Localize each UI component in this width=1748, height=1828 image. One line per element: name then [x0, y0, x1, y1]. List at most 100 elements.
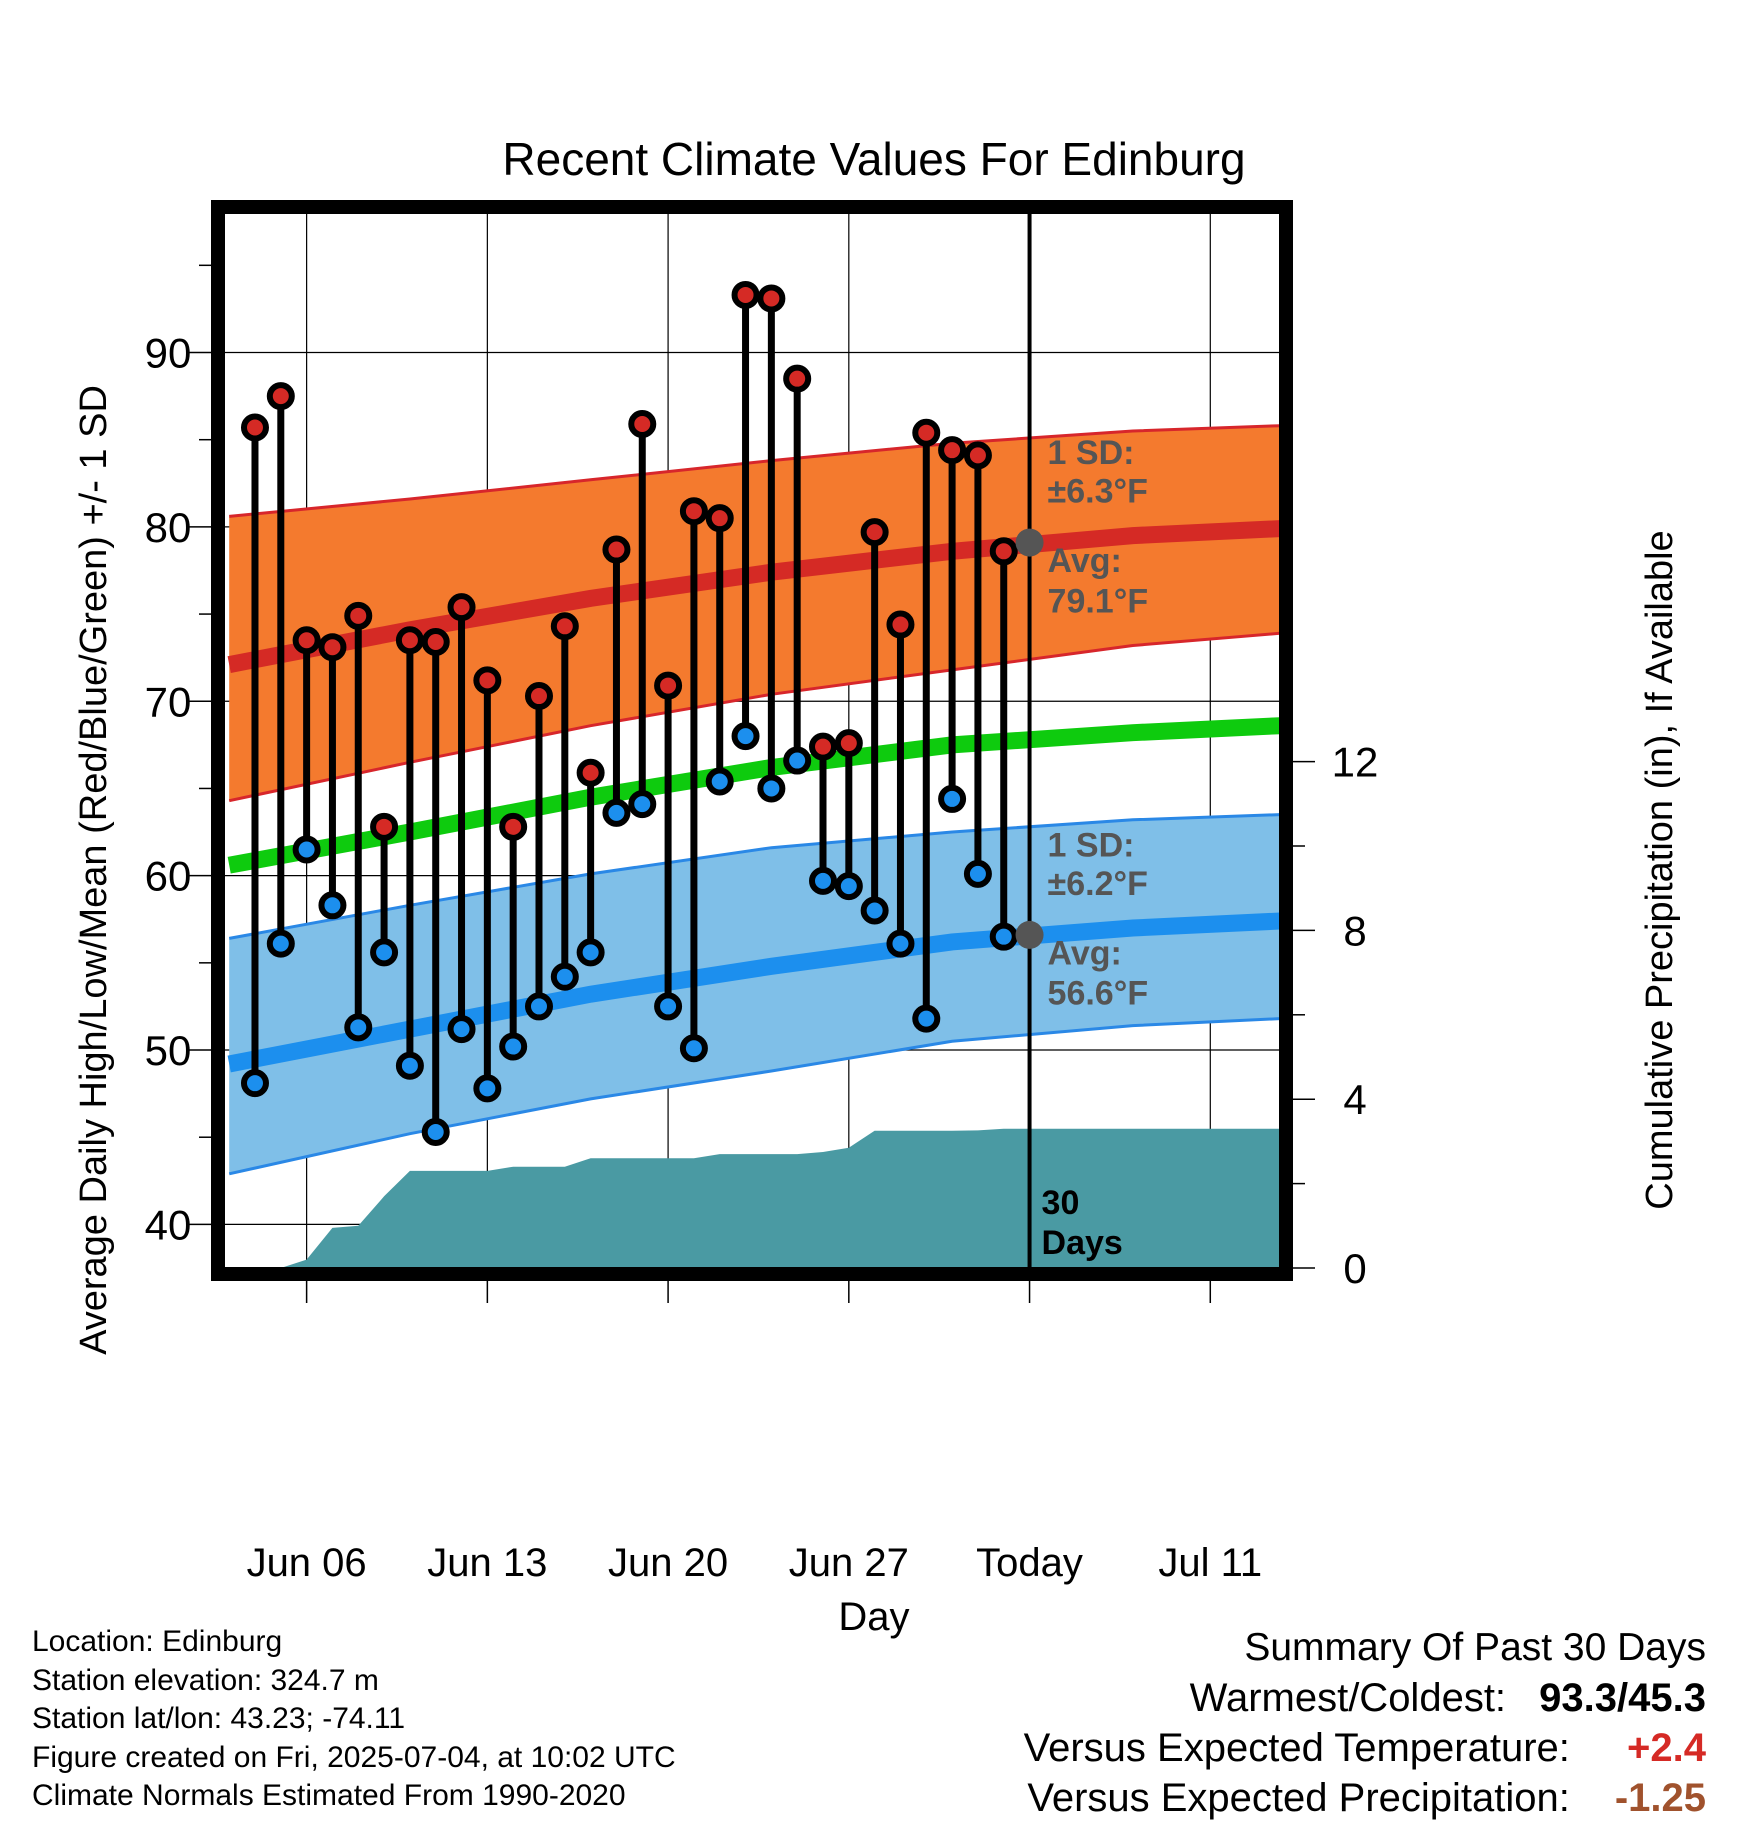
low-avg-label: Avg:: [1048, 935, 1122, 973]
observed-low-point: [705, 767, 734, 796]
observed-high-point: [370, 812, 399, 841]
observed-low-point: [447, 1015, 476, 1044]
warmest-label: Warmest/Coldest:: [1189, 1676, 1507, 1720]
x-axis-title: Day: [838, 1595, 909, 1639]
x-tick-label: Today: [976, 1541, 1083, 1585]
observed-low-point: [473, 1074, 502, 1103]
low-avg-value: 56.6°F: [1048, 975, 1149, 1013]
observed-low-point: [809, 866, 838, 895]
high-sd-value: ±6.3°F: [1048, 472, 1148, 510]
precip-area: [280, 1128, 1280, 1268]
observed-low-point: [834, 872, 863, 901]
observed-high-point: [395, 626, 424, 655]
observed-high-point: [834, 729, 863, 758]
y2-tick-label: 12: [1332, 739, 1379, 786]
observed-low-point: [344, 1013, 373, 1042]
observed-high-point: [654, 671, 683, 700]
summary-temp-row: Versus Expected Temperature: +2.4: [1024, 1723, 1706, 1773]
elevation-text: Station elevation: 324.7 m: [32, 1663, 379, 1697]
created-text: Figure created on Fri, 2025-07-04, at 10…: [32, 1740, 676, 1774]
y2-axis-title: Cumulative Precipitation (in), If Availa…: [1639, 530, 1681, 1209]
location-text: Location: Edinburg: [32, 1625, 283, 1658]
observed-low-point: [654, 992, 683, 1021]
observed-low-point: [370, 938, 399, 967]
observed-low-point: [989, 922, 1018, 951]
normals-text: Climate Normals Estimated From 1990-2020: [32, 1779, 626, 1812]
observed-low-point: [292, 835, 321, 864]
observed-low-point: [421, 1117, 450, 1146]
observed-low-point: [938, 784, 967, 813]
observed-high-point: [963, 441, 992, 470]
observed-high-point: [938, 436, 967, 465]
observed-high-point: [266, 382, 295, 411]
observed-low-point: [524, 992, 553, 1021]
observed-low-point: [757, 774, 786, 803]
station-info: Location: Edinburg Station elevation: 32…: [32, 1623, 676, 1816]
summary-title: Summary Of Past 30 Days: [1244, 1626, 1706, 1669]
low-band-lower: [228, 1017, 1280, 1176]
chart-title: Recent Climate Values For Edinburg: [502, 133, 1245, 185]
y-tick-label: 50: [145, 1027, 192, 1074]
precip-days-number: 30: [1042, 1184, 1080, 1222]
observed-high-point: [628, 410, 657, 438]
observed-low-point: [318, 891, 347, 920]
high-avg-value: 79.1°F: [1048, 582, 1149, 620]
observed-low-point: [963, 859, 992, 888]
observed-low-point: [679, 1034, 708, 1063]
precip-days-label: Days: [1042, 1224, 1123, 1262]
observed-high-point: [576, 758, 605, 787]
y2-tick-label: 4: [1343, 1076, 1366, 1123]
observed-low-point: [499, 1032, 528, 1061]
y-tick-label: 70: [145, 678, 192, 725]
x-tick-label: Jun 13: [427, 1541, 547, 1585]
observed-high-point: [809, 732, 838, 761]
observed-high-point: [344, 601, 373, 630]
observed-low-point: [576, 938, 605, 967]
observed-low-point: [860, 896, 889, 925]
precip-label: Versus Expected Precipitation:: [1027, 1776, 1570, 1820]
observed-high-point: [860, 518, 889, 547]
summary-panel: Summary Of Past 30 Days Warmest/Coldest:…: [1024, 1623, 1706, 1823]
observed-high-point: [550, 612, 579, 641]
observed-high-point: [447, 593, 476, 622]
observed-low-point: [266, 929, 295, 958]
observed-low-point: [783, 746, 812, 775]
observed-low-point: [731, 722, 760, 751]
x-tick-label: Jul 11: [1158, 1541, 1262, 1585]
y-tick-label: 80: [145, 504, 192, 551]
high-band: [229, 425, 1280, 801]
observed-low-point: [886, 929, 915, 958]
y-tick-label: 90: [145, 330, 192, 377]
observed-high-point: [679, 497, 708, 526]
y-tick-label: 60: [145, 853, 192, 900]
low-sd-value: ±6.2°F: [1048, 865, 1148, 903]
observed-low-point: [602, 798, 631, 827]
observed-high-point: [318, 633, 347, 662]
observed-high-point: [473, 666, 502, 695]
precip-value: -1.25: [1614, 1776, 1706, 1820]
y-tick-label: 40: [145, 1201, 192, 1248]
y2-tick-label: 8: [1343, 907, 1366, 954]
observed-low-point: [628, 790, 657, 819]
observed-low-point: [912, 1004, 941, 1033]
observed-low-point: [240, 1069, 269, 1098]
today-high-avg-marker: [1015, 528, 1044, 557]
x-tick-label: Jun 27: [789, 1541, 909, 1585]
observed-high-point: [421, 627, 450, 656]
high-avg-label: Avg:: [1048, 542, 1122, 580]
temp-label: Versus Expected Temperature:: [1023, 1726, 1570, 1770]
observed-high-point: [292, 626, 321, 655]
observed-low-point: [550, 962, 579, 991]
observed-low-point: [395, 1051, 424, 1080]
latlon-text: Station lat/lon: 43.23; -74.11: [32, 1702, 406, 1735]
observed-high-point: [240, 413, 269, 442]
high-sd-label: 1 SD:: [1048, 434, 1135, 472]
plot-inner: [224, 213, 1280, 1268]
low-sd-label: 1 SD:: [1048, 826, 1135, 864]
plot-frame: [211, 200, 1293, 1281]
warmest-value: 93.3/45.3: [1539, 1676, 1706, 1720]
summary-warmest-row: Warmest/Coldest: 93.3/45.3: [1024, 1673, 1706, 1723]
y-axis-title: Average Daily High/Low/Mean (Red/Blue/Gr…: [73, 385, 115, 1355]
